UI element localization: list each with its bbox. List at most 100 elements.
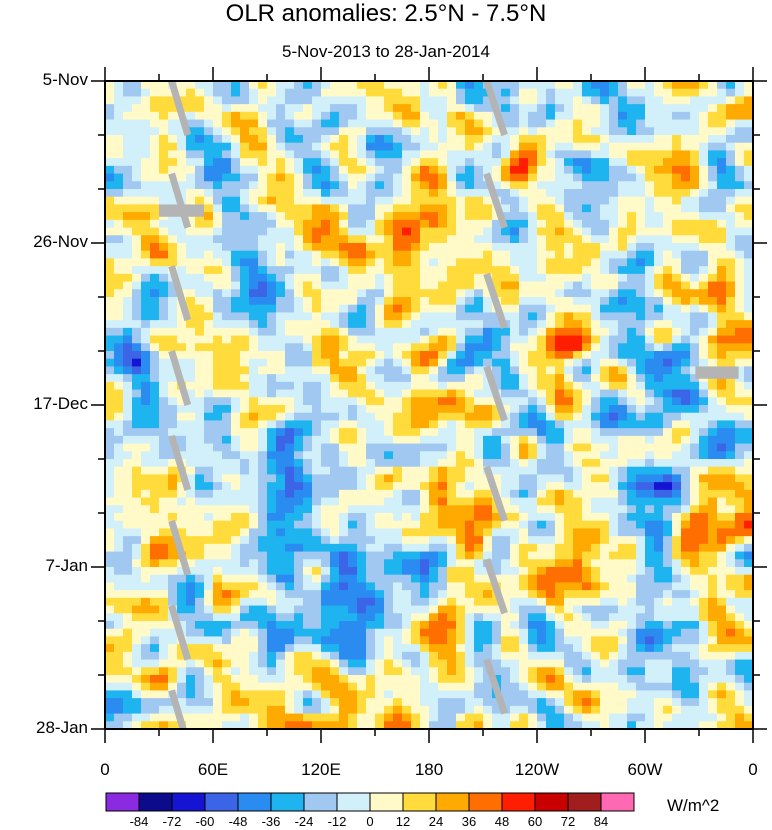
anomaly-cell: [555, 111, 565, 121]
anomaly-cell: [519, 219, 529, 229]
anomaly-cell: [267, 482, 277, 491]
anomaly-cell: [654, 435, 664, 445]
anomaly-cell: [159, 374, 169, 383]
anomaly-cell: [195, 181, 205, 190]
anomaly-cell: [609, 150, 619, 159]
anomaly-cell: [303, 212, 313, 221]
anomaly-cell: [321, 227, 331, 236]
anomaly-cell: [321, 219, 331, 229]
anomaly-cell: [105, 474, 115, 483]
anomaly-cell: [627, 451, 637, 460]
anomaly-cell: [474, 297, 484, 306]
anomaly-cell: [285, 312, 295, 321]
anomaly-cell: [150, 466, 160, 476]
anomaly-cell: [348, 196, 358, 206]
anomaly-cell: [717, 536, 727, 545]
anomaly-cell: [474, 250, 484, 260]
anomaly-cell: [636, 381, 646, 391]
anomaly-cell: [672, 250, 682, 260]
anomaly-cell: [159, 613, 169, 622]
anomaly-cell: [114, 590, 124, 599]
anomaly-cell: [708, 505, 718, 514]
anomaly-cell: [393, 289, 403, 298]
anomaly-cell: [627, 412, 637, 422]
anomaly-cell: [240, 111, 250, 121]
anomaly-cell: [375, 474, 385, 483]
anomaly-cell: [231, 181, 241, 190]
anomaly-cell: [267, 435, 277, 445]
anomaly-cell: [303, 196, 313, 206]
anomaly-cell: [699, 520, 709, 530]
anomaly-cell: [231, 351, 241, 360]
anomaly-cell: [564, 281, 574, 290]
anomaly-cell: [483, 243, 493, 252]
anomaly-cell: [276, 173, 286, 182]
anomaly-cell: [267, 312, 277, 321]
anomaly-cell: [402, 297, 412, 306]
anomaly-cell: [456, 304, 466, 314]
anomaly-cell: [285, 451, 295, 460]
anomaly-cell: [699, 81, 709, 90]
anomaly-cell: [186, 189, 196, 198]
anomaly-cell: [114, 312, 124, 321]
anomaly-cell: [411, 127, 421, 136]
anomaly-cell: [663, 111, 673, 121]
anomaly-cell: [276, 297, 286, 306]
anomaly-cell: [618, 482, 628, 491]
anomaly-cell: [591, 574, 601, 584]
anomaly-cell: [195, 574, 205, 584]
anomaly-cell: [375, 111, 385, 121]
anomaly-cell: [474, 289, 484, 298]
anomaly-cell: [573, 528, 583, 537]
anomaly-cell: [627, 127, 637, 136]
anomaly-cell: [438, 366, 448, 375]
anomaly-cell: [636, 374, 646, 383]
anomaly-cell: [519, 243, 529, 252]
anomaly-cell: [528, 289, 538, 298]
anomaly-cell: [141, 127, 151, 136]
anomaly-cell: [438, 258, 448, 267]
anomaly-cell: [591, 196, 601, 206]
anomaly-cell: [249, 536, 259, 545]
anomaly-cell: [132, 250, 142, 260]
anomaly-cell: [519, 551, 529, 560]
anomaly-cell: [375, 343, 385, 352]
anomaly-cell: [744, 119, 753, 128]
anomaly-cell: [375, 366, 385, 375]
anomaly-cell: [384, 374, 394, 383]
anomaly-cell: [294, 574, 304, 584]
anomaly-cell: [573, 81, 583, 90]
anomaly-cell: [222, 351, 232, 360]
anomaly-cell: [501, 489, 511, 499]
anomaly-cell: [672, 96, 682, 105]
anomaly-cell: [447, 258, 457, 267]
anomaly-cell: [690, 397, 700, 406]
anomaly-cell: [240, 189, 250, 198]
anomaly-cell: [447, 320, 457, 329]
anomaly-cell: [348, 489, 358, 499]
anomaly-cell: [564, 397, 574, 406]
anomaly-cell: [213, 312, 223, 321]
anomaly-cell: [420, 397, 430, 406]
anomaly-cell: [681, 189, 691, 198]
anomaly-cell: [231, 335, 241, 344]
anomaly-cell: [735, 559, 745, 568]
anomaly-cell: [690, 127, 700, 136]
anomaly-cell: [303, 590, 313, 599]
anomaly-cell: [312, 497, 322, 506]
anomaly-cell: [492, 243, 502, 252]
anomaly-cell: [636, 559, 646, 568]
anomaly-cell: [744, 212, 753, 221]
anomaly-cell: [393, 204, 403, 213]
anomaly-cell: [123, 204, 133, 213]
anomaly-cell: [366, 466, 376, 476]
anomaly-cell: [483, 605, 493, 614]
anomaly-cell: [663, 96, 673, 105]
anomaly-cell: [609, 181, 619, 190]
anomaly-cell: [312, 381, 322, 391]
anomaly-cell: [699, 559, 709, 568]
anomaly-cell: [456, 266, 466, 275]
anomaly-cell: [114, 258, 124, 267]
anomaly-cell: [330, 281, 340, 290]
anomaly-cell: [285, 135, 295, 144]
